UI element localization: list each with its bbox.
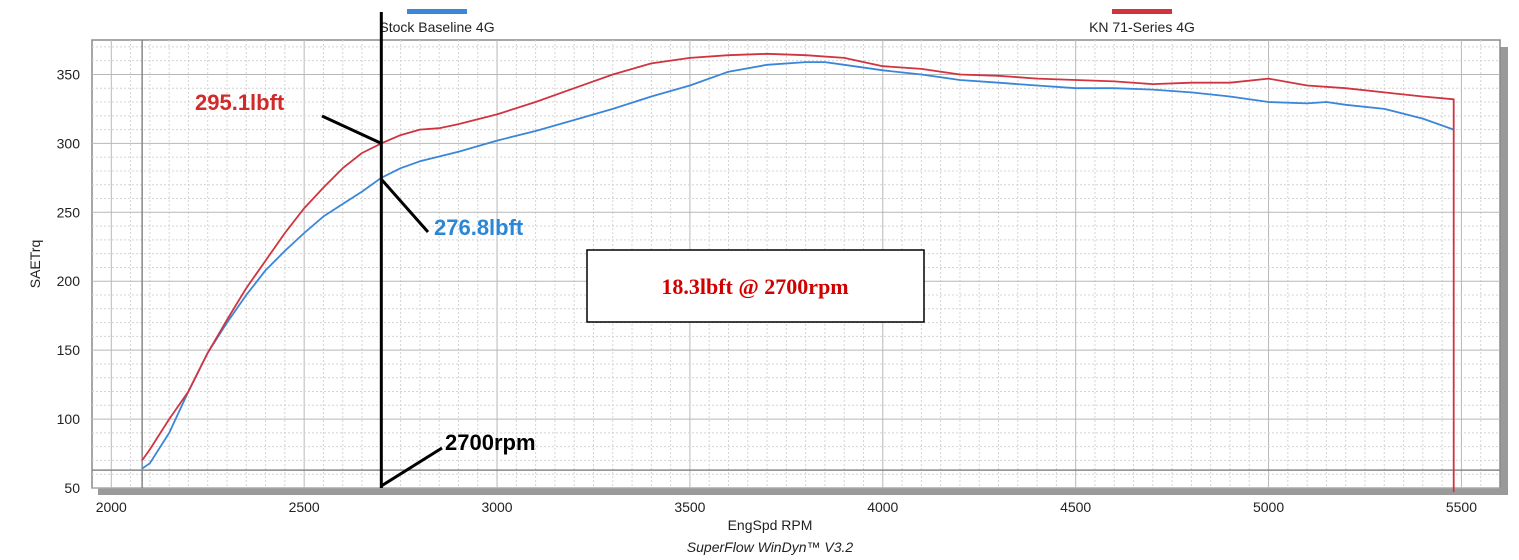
legend-swatch-kn [1112, 9, 1172, 14]
kn-value-label: 295.1lbft [195, 90, 285, 115]
x-tick-label: 4000 [867, 499, 898, 515]
legend-swatch-stock [407, 9, 467, 14]
x-tick-label: 4500 [1060, 499, 1091, 515]
stock-value-leader [380, 178, 430, 233]
tick-labels: 2000 2500 3000 3500 4000 4500 5000 5500 50 100 150… [57, 66, 1478, 515]
stock-value-label: 276.8lbft [434, 215, 524, 240]
gain-box [586, 249, 925, 323]
y-axis-title: SAETrq [27, 240, 43, 289]
rpm-label: 2700rpm [445, 430, 536, 455]
y-tick-label: 150 [57, 342, 81, 358]
y-tick-label: 250 [57, 204, 81, 220]
x-tick-label: 2500 [289, 499, 320, 515]
x-tick-label: 5500 [1446, 499, 1477, 515]
series-line-kn [141, 52, 1455, 493]
y-tick-label: 100 [57, 411, 81, 427]
legend: Stock Baseline 4G KN 71-Series 4G [379, 9, 1195, 35]
x-tick-label: 2000 [96, 499, 127, 515]
legend-label-stock: Stock Baseline 4G [379, 19, 494, 35]
kn-value-leader [321, 114, 382, 145]
x-tick-label: 5000 [1253, 499, 1284, 515]
legend-label-kn: KN 71-Series 4G [1089, 19, 1195, 35]
x-tick-label: 3000 [481, 499, 512, 515]
x-axis-title: EngSpd RPM [728, 517, 813, 533]
series-line-stock [141, 61, 1455, 470]
y-tick-label: 300 [57, 135, 81, 151]
footer-credit: SuperFlow WinDyn™ V3.2 [687, 539, 854, 555]
axes [92, 40, 1500, 488]
y-tick-label: 200 [57, 273, 81, 289]
gain-box-text: 18.3lbft @ 2700rpm [661, 274, 848, 299]
y-tick-label: 50 [64, 480, 80, 496]
series-layer [141, 52, 1455, 493]
x-tick-label: 3500 [674, 499, 705, 515]
rpm-label-leader [380, 446, 443, 488]
annotations: 295.1lbft 276.8lbft 2700rpm 18.3lbft @ 2… [195, 12, 925, 488]
y-tick-label: 350 [57, 66, 81, 82]
